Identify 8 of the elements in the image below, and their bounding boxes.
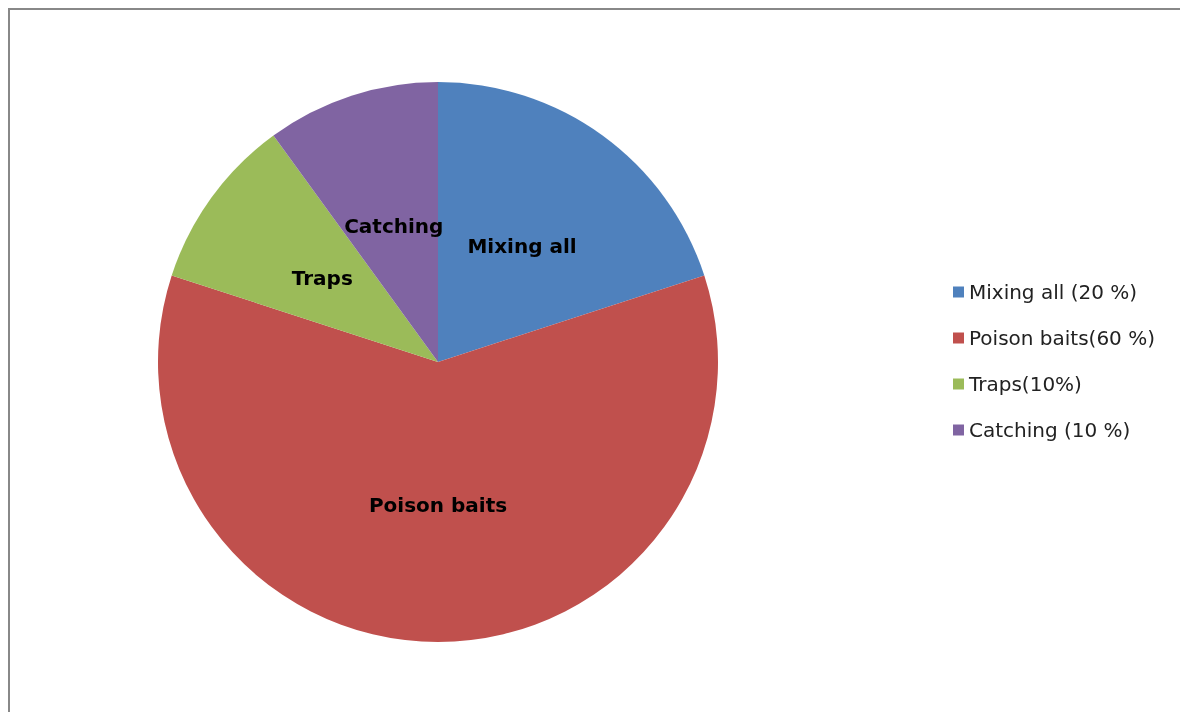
legend-label: Poison baits(60 %) <box>968 326 1155 350</box>
legend-label: Mixing all (20 %) <box>968 280 1138 304</box>
legend-label: Catching (10 %) <box>968 418 1131 442</box>
data-label: Poison baits <box>368 493 508 517</box>
data-label: Mixing all <box>467 234 577 259</box>
data-label: Traps <box>291 265 353 290</box>
legend-label: Traps(10%) <box>967 372 1082 396</box>
data-label: Catching <box>344 214 444 238</box>
